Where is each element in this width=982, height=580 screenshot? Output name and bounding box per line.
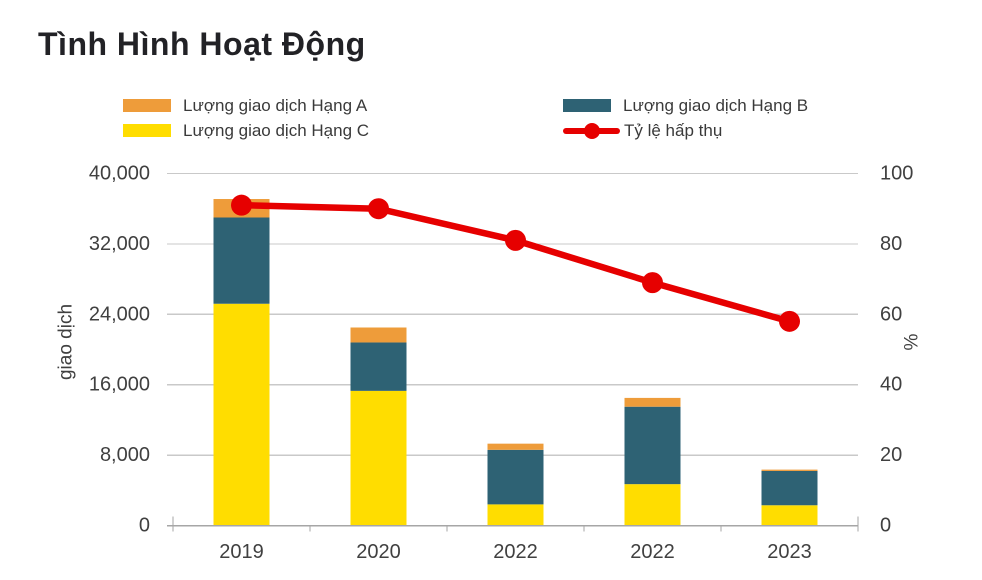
y-axis-tick-label: 16,000 (89, 374, 150, 396)
y2-axis-tick-label: 60 (880, 303, 902, 325)
y-axis-tick-label: 0 (139, 515, 150, 537)
legend-swatch-hang-c (123, 124, 171, 137)
legend-column-right: Lượng giao dịch Hạng B Tỷ lệ hấp thụ (563, 93, 808, 143)
bar-segment[interactable] (624, 406, 681, 485)
x-axis-tick-label: 2019 (219, 541, 264, 563)
line-point[interactable] (779, 310, 800, 332)
x-axis-tick-label: 2023 (767, 541, 812, 563)
bar-segment[interactable] (350, 342, 407, 391)
bar-segment[interactable] (761, 469, 818, 471)
legend-label-hang-c: Lượng giao dịch Hạng C (183, 120, 370, 140)
y-axis-tick-label: 40,000 (89, 163, 150, 185)
y2-axis-title: % (902, 333, 923, 350)
x-axis-tick-label: 2022 (493, 541, 538, 563)
bar-segment[interactable] (624, 484, 681, 526)
y-axis-tick-label: 32,000 (89, 233, 150, 255)
legend-item-ty-le-hap-thu[interactable]: Tỷ lệ hấp thụ (563, 118, 808, 143)
legend-item-hang-a[interactable]: Lượng giao dịch Hạng A (123, 93, 369, 118)
bar-segment[interactable] (213, 217, 270, 304)
line-point[interactable] (505, 229, 526, 251)
bar-segment[interactable] (761, 505, 818, 526)
legend-item-hang-c[interactable]: Lượng giao dịch Hạng C (123, 118, 369, 143)
legend-item-hang-b[interactable]: Lượng giao dịch Hạng B (563, 93, 808, 118)
y-axis-tick-label: 8,000 (100, 444, 150, 466)
bar-segment[interactable] (350, 390, 407, 526)
y2-axis-tick-label: 20 (880, 444, 902, 466)
bar-segment[interactable] (213, 303, 270, 526)
y2-axis-tick-label: 80 (880, 233, 902, 255)
bar-segment[interactable] (624, 397, 681, 407)
legend-swatch-hang-b (563, 99, 611, 112)
bar-segment[interactable] (487, 443, 544, 450)
bar-segment[interactable] (350, 327, 407, 343)
legend-label-hang-a: Lượng giao dịch Hạng A (183, 95, 368, 115)
y2-axis-tick-label: 100 (880, 163, 913, 185)
line-point[interactable] (642, 272, 663, 294)
chart-title: Tình Hình Hoạt Động (38, 26, 366, 62)
x-axis-tick-label: 2022 (630, 541, 675, 563)
legend-line-swatch-icon (563, 127, 620, 134)
bar-segment[interactable] (487, 504, 544, 526)
line-point[interactable] (231, 194, 252, 216)
legend-swatch-hang-a (123, 99, 171, 112)
y-axis-tick-label: 24,000 (89, 303, 150, 325)
y2-axis-tick-label: 0 (880, 515, 891, 537)
legend-column-left: Lượng giao dịch Hạng A Lượng giao dịch H… (123, 93, 369, 143)
bar-segment[interactable] (487, 449, 544, 505)
line-point[interactable] (368, 198, 389, 220)
y-axis-title: giao dịch (56, 304, 77, 380)
y2-axis-tick-label: 40 (880, 374, 902, 396)
legend-label-ty-le-hap-thu: Tỷ lệ hấp thụ (624, 120, 723, 140)
legend-label-hang-b: Lượng giao dịch Hạng B (623, 95, 809, 115)
absorption-line (238, 201, 793, 325)
bar-segment[interactable] (761, 470, 818, 506)
x-axis-tick-label: 2020 (356, 541, 401, 563)
